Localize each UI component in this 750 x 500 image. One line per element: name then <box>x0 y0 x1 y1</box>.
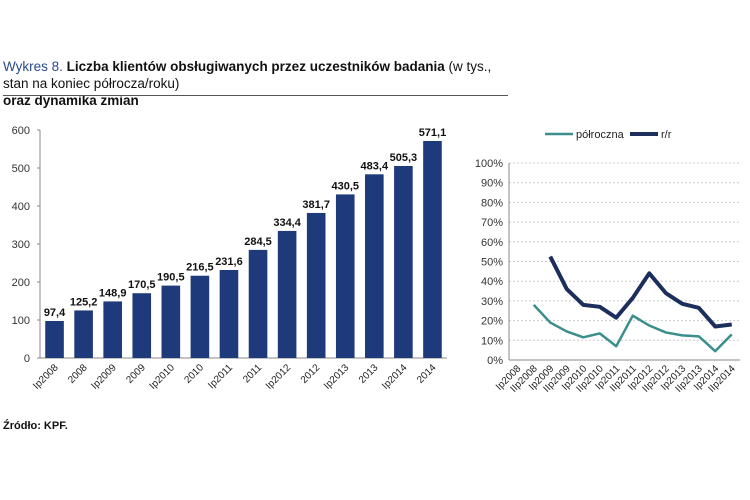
source-note: Źródło: KPF. <box>3 420 68 432</box>
bar-x-tick: 2013 <box>357 362 381 386</box>
line-y-tick: 100% <box>475 158 503 170</box>
bar-x-tick: Ip2014 <box>380 362 410 392</box>
bar-data-label: 97,4 <box>44 307 66 319</box>
bar-x-tick: Ip2011 <box>206 362 235 391</box>
line-series-rr <box>548 255 732 329</box>
bar <box>423 140 442 358</box>
legend-label: r/r <box>661 129 672 141</box>
bar-x-tick: 2012 <box>299 362 323 386</box>
bar <box>103 301 122 358</box>
line-y-tick: 80% <box>481 197 503 209</box>
bar-x-tick: 2011 <box>241 362 264 385</box>
title-normal: (w tys., stan na koniec półrocza/roku) <box>3 59 492 91</box>
line-y-tick: 30% <box>481 296 503 308</box>
bar-y-tick: 100 <box>12 315 30 327</box>
bar-y-tick: 400 <box>12 201 30 213</box>
title-lead: Wykres 8. <box>3 59 63 74</box>
bar-y-tick: 300 <box>12 239 30 251</box>
title-line2: oraz dynamika zmian <box>3 93 139 108</box>
line-y-tick: 90% <box>481 178 503 190</box>
bar <box>190 275 210 358</box>
bar <box>74 310 93 358</box>
bar-data-label: 571,1 <box>419 127 447 139</box>
bar-data-label: 505,3 <box>390 152 418 164</box>
title-divider <box>3 95 508 96</box>
bar <box>219 269 239 358</box>
bar-x-tick: Ip2013 <box>322 362 352 392</box>
line-series-polroczna <box>532 303 733 353</box>
bar <box>394 165 413 358</box>
bar-y-tick: 0 <box>24 353 30 365</box>
bar <box>335 194 355 358</box>
line-y-tick: 60% <box>481 237 503 249</box>
line-y-tick: 20% <box>481 316 503 328</box>
line-y-tick: 50% <box>481 257 503 269</box>
bar <box>132 293 152 358</box>
bar-y-tick: 200 <box>12 277 30 289</box>
bar <box>277 230 297 358</box>
bar-x-tick: 2014 <box>415 362 439 386</box>
bar-data-label: 381,7 <box>302 199 330 211</box>
bar <box>161 285 181 358</box>
bar-data-label: 231,6 <box>215 256 243 268</box>
line-y-tick: 10% <box>481 335 503 347</box>
bar-x-tick: 2008 <box>66 362 90 386</box>
bar <box>248 249 268 358</box>
bar-x-tick: 2010 <box>183 362 207 386</box>
bar-data-label: 284,5 <box>244 236 272 248</box>
legend-label: półroczna <box>576 129 625 141</box>
bar-x-tick: 2009 <box>124 362 148 386</box>
bar <box>306 212 326 358</box>
chart-title: Wykres 8. Liczba klientów obsługiwanych … <box>3 58 508 109</box>
bar-data-label: 216,5 <box>186 262 214 274</box>
line-y-tick: 40% <box>481 276 503 288</box>
bar-data-label: 170,5 <box>128 279 156 291</box>
bar-data-label: 125,2 <box>70 296 98 308</box>
bar-data-label: 483,4 <box>361 160 389 172</box>
title-bold: Liczba klientów obsługiwanych przez ucze… <box>66 59 445 74</box>
bar-y-tick: 500 <box>12 163 30 175</box>
bar-x-tick: Ip2008 <box>31 362 61 392</box>
bar-data-label: 190,5 <box>157 272 185 284</box>
bar-x-tick: Ip2012 <box>264 362 294 392</box>
bar <box>365 174 384 358</box>
bar-x-tick: Ip2009 <box>89 362 119 392</box>
bar-data-label: 334,4 <box>273 217 301 229</box>
bar-x-tick: Ip2010 <box>148 362 178 392</box>
line-y-tick: 70% <box>481 217 503 229</box>
bar-data-label: 430,5 <box>331 180 359 192</box>
line-y-tick: 0% <box>487 355 503 367</box>
bar <box>45 320 64 358</box>
bar-y-tick: 600 <box>12 125 30 137</box>
bar-data-label: 148,9 <box>99 287 127 299</box>
